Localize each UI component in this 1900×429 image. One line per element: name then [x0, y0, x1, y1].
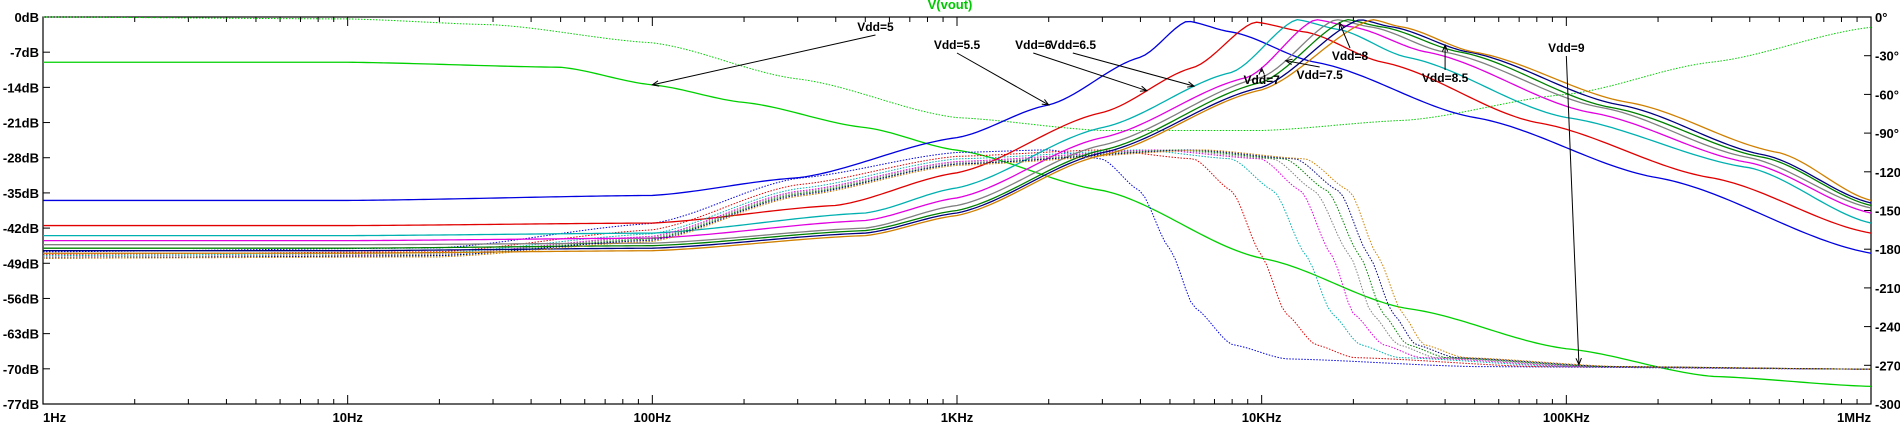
x-tick-label: 1MHz [1837, 410, 1871, 425]
phase-line-series-4 [42, 149, 1872, 370]
y-left-tick-label: -21dB [3, 116, 39, 131]
annotation-label: Vdd=7.5 [1296, 68, 1343, 82]
annotation-arrowhead [1139, 85, 1149, 92]
annotation-arrowhead [1575, 357, 1582, 366]
annotation-arrowhead [1338, 21, 1345, 30]
x-tick-label: 10KHz [1242, 410, 1282, 425]
phase-line-series-3 [42, 149, 1872, 370]
x-minor-ticks [134, 17, 1858, 404]
annotation-arrow [1072, 52, 1195, 87]
magnitude-line-series-9 [43, 19, 1872, 254]
annotation-arrowhead [651, 80, 660, 87]
annotation-arrow [1033, 52, 1148, 92]
annotation-label: Vdd=9 [1548, 41, 1585, 55]
annotation-arrowhead [1284, 58, 1293, 65]
annotation-label: Vdd=5 [857, 20, 894, 34]
phase-line-series-1 [42, 16, 1872, 132]
annotation-arrowhead [1187, 81, 1196, 88]
annotation-label: Vdd=6.5 [1050, 38, 1097, 52]
series-layer [42, 16, 1872, 388]
phase-line-series-7 [42, 149, 1872, 370]
magnitude-line-series-5 [43, 19, 1872, 242]
magnitude-line-series-1 [43, 61, 1872, 388]
annotation-arrow [652, 34, 876, 86]
annotation-arrow [956, 52, 1049, 106]
magnitude-line-series-2 [43, 20, 1872, 254]
annotation-arrowhead [1041, 99, 1050, 106]
y-right-tick-label: -30° [1875, 49, 1899, 64]
annotation-label: Vdd=8.5 [1422, 71, 1469, 85]
annotation-label: Vdd=6 [1015, 38, 1052, 52]
y-left-tick-label: -14dB [3, 80, 39, 95]
y-left-tick-label: -49dB [3, 256, 39, 271]
annotation-label: Vdd=7 [1243, 73, 1280, 87]
magnitude-line-series-8 [43, 19, 1872, 252]
x-tick-label: 100Hz [634, 410, 672, 425]
y-right-tick-label: -270° [1875, 358, 1900, 373]
phase-line-series-6 [42, 149, 1872, 370]
phase-line-series-9 [42, 149, 1872, 370]
y-right-tick-label: -150° [1875, 204, 1900, 219]
magnitude-line-series-4 [43, 18, 1872, 237]
y-left-tick-label: -77dB [3, 397, 39, 412]
annotation-arrow [1338, 22, 1351, 49]
y-right-tick-label: -120° [1875, 165, 1900, 180]
y-left-tick-label: -28dB [3, 151, 39, 166]
magnitude-line-series-6 [43, 19, 1872, 246]
x-tick-label: 1KHz [941, 410, 974, 425]
phase-line-series-2 [42, 149, 1872, 370]
magnitude-line-series-3 [43, 21, 1872, 234]
annotation-arrowhead [1441, 43, 1449, 52]
annotation-arrow [1565, 55, 1580, 365]
chart-title: V(vout) [928, 0, 973, 12]
y-left-tick-label: -63dB [3, 327, 39, 342]
x-axis-ticks: 1Hz 10Hz 100Hz 1KHz 10KHz 100KHz 1MHz [42, 17, 1872, 425]
y-left-tick-label: -35dB [3, 186, 39, 201]
x-tick-label: 10Hz [332, 410, 363, 425]
y-left-tick-label: -42dB [3, 221, 39, 236]
annotation-label: Vdd=5.5 [934, 38, 981, 52]
y-right-tick-label: -210° [1875, 281, 1900, 296]
phase-line-series-5 [42, 149, 1872, 370]
annotation-arrow [1285, 60, 1320, 68]
y-left-tick-label: -70dB [3, 362, 39, 377]
y-right-tick-label: -240° [1875, 320, 1900, 335]
annotation-arrowhead [1258, 66, 1265, 75]
y-right-tick-label: 0° [1875, 10, 1887, 25]
magnitude-line-series-7 [43, 19, 1872, 249]
y-right-tick-label: -90° [1875, 126, 1899, 141]
y-right-tick-label: -300° [1875, 397, 1900, 412]
y-left-tick-label: 0dB [14, 10, 39, 25]
y-left-tick-label: -56dB [3, 291, 39, 306]
x-tick-label: 1Hz [43, 410, 67, 425]
y-right-tick-label: -60° [1875, 87, 1899, 102]
annotation-label: Vdd=8 [1332, 49, 1369, 63]
y-right-tick-label: -180° [1875, 242, 1900, 257]
y-left-tick-label: -7dB [10, 45, 39, 60]
y-axis-left-ticks: 0dB -7dB -14dB -21dB -28dB -35dB -42dB -49dB -56… [3, 10, 50, 412]
y-axis-right-ticks: 0° -30° -60° -90° -120° -150° -180° -210° -240° -… [1864, 10, 1900, 412]
x-tick-label: 100KHz [1543, 410, 1590, 425]
phase-line-series-8 [42, 149, 1872, 370]
